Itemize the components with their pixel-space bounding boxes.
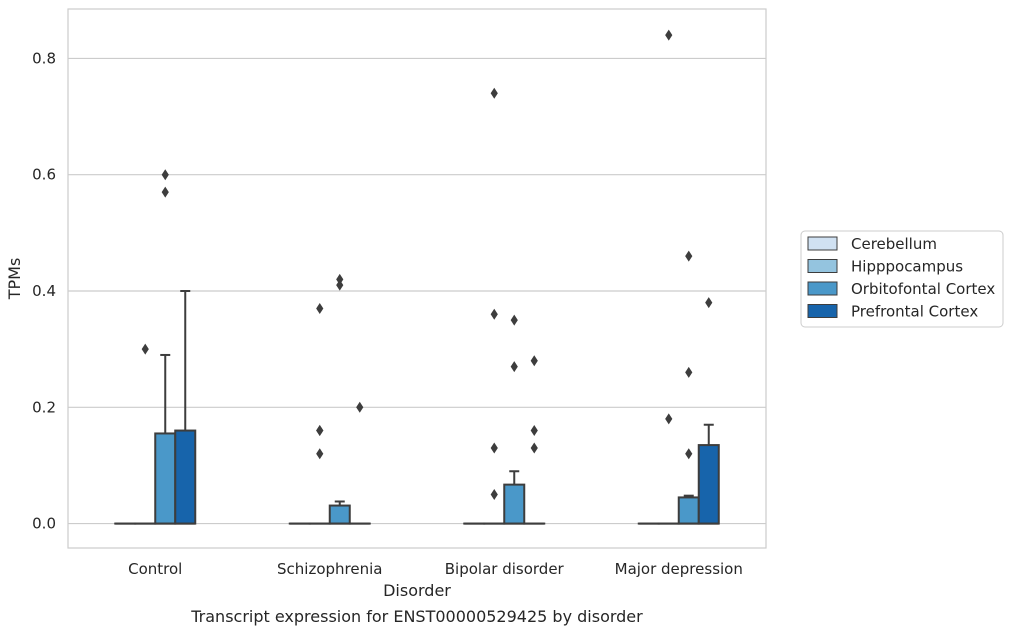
box-prefrontal-cortex	[174, 290, 197, 525]
box-orbitofontal-cortex	[328, 273, 351, 525]
legend-swatch	[807, 259, 838, 273]
outlier-point	[490, 442, 498, 454]
plot-frame	[67, 8, 767, 549]
box-body	[677, 496, 700, 525]
x-tick-label: Major depression	[615, 560, 743, 578]
outlier-point	[316, 425, 324, 437]
box-prefrontal-cortex	[523, 355, 546, 525]
outlier-point	[510, 361, 518, 373]
box-orbitofontal-cortex	[677, 250, 700, 525]
legend-frame	[800, 230, 1004, 328]
y-axis-title: TPMs	[5, 258, 24, 301]
box-orbitofontal-cortex	[154, 169, 177, 525]
outlier-point	[161, 169, 169, 181]
outlier-point	[685, 250, 693, 262]
legend-swatch	[807, 236, 838, 251]
legend-label: Cerebellum	[851, 235, 937, 253]
chart-caption: Transcript expression for ENST0000052942…	[190, 607, 643, 626]
outlier-point	[490, 308, 498, 320]
box-orbitofontal-cortex	[503, 314, 526, 525]
y-tick-label: 0.8	[32, 49, 56, 67]
legend-swatch	[807, 304, 838, 318]
box-hipppocampus	[308, 302, 331, 525]
outlier-point	[161, 186, 169, 198]
outlier-point	[336, 279, 344, 291]
outlier-point	[665, 413, 673, 425]
x-tick-label: Bipolar disorder	[445, 560, 565, 578]
outlier-point	[665, 29, 673, 41]
legend-label: Orbitofontal Cortex	[851, 280, 995, 298]
box-body	[697, 444, 720, 525]
x-axis-title: Disorder	[383, 581, 451, 600]
legend-label: Prefrontal Cortex	[851, 303, 978, 321]
y-axis-ticks: 0.0 0.2 0.4 0.6 0.8	[32, 49, 56, 532]
plot-area	[114, 29, 720, 525]
outlier-point	[490, 489, 498, 501]
box-body	[328, 504, 351, 525]
x-axis-ticks: Control Schizophrenia Bipolar disorder Majo…	[128, 560, 743, 578]
legend-swatch	[807, 281, 838, 296]
outlier-point	[530, 355, 538, 367]
y-tick-label: 0.4	[32, 282, 56, 300]
box-prefrontal-cortex	[697, 297, 720, 525]
outlier-point	[530, 442, 538, 454]
outlier-point	[141, 343, 149, 355]
outlier-point	[705, 297, 713, 309]
y-tick-label: 0.6	[32, 166, 56, 184]
outlier-point	[530, 425, 538, 437]
box-body	[154, 432, 177, 525]
x-tick-label: Schizophrenia	[277, 560, 382, 578]
outlier-point	[490, 87, 498, 99]
y-tick-label: 0.0	[32, 515, 56, 533]
outlier-point	[685, 366, 693, 378]
outlier-point	[685, 448, 693, 460]
box-hipppocampus	[483, 87, 506, 525]
y-tick-label: 0.2	[32, 398, 56, 416]
x-tick-label: Control	[128, 560, 182, 578]
box-body	[503, 483, 526, 525]
legend-label: Hipppocampus	[851, 258, 963, 276]
outlier-point	[316, 302, 324, 314]
box-hipppocampus	[657, 29, 680, 525]
outlier-point	[316, 448, 324, 460]
outlier-point	[336, 273, 344, 285]
outlier-point	[510, 314, 518, 326]
box-body	[174, 429, 197, 525]
box-hipppocampus	[134, 343, 157, 525]
outlier-point	[356, 401, 364, 413]
legend: Cerebellum Hipppocampus Orbitofontal Corte…	[800, 230, 1004, 328]
box-prefrontal-cortex	[348, 401, 371, 525]
